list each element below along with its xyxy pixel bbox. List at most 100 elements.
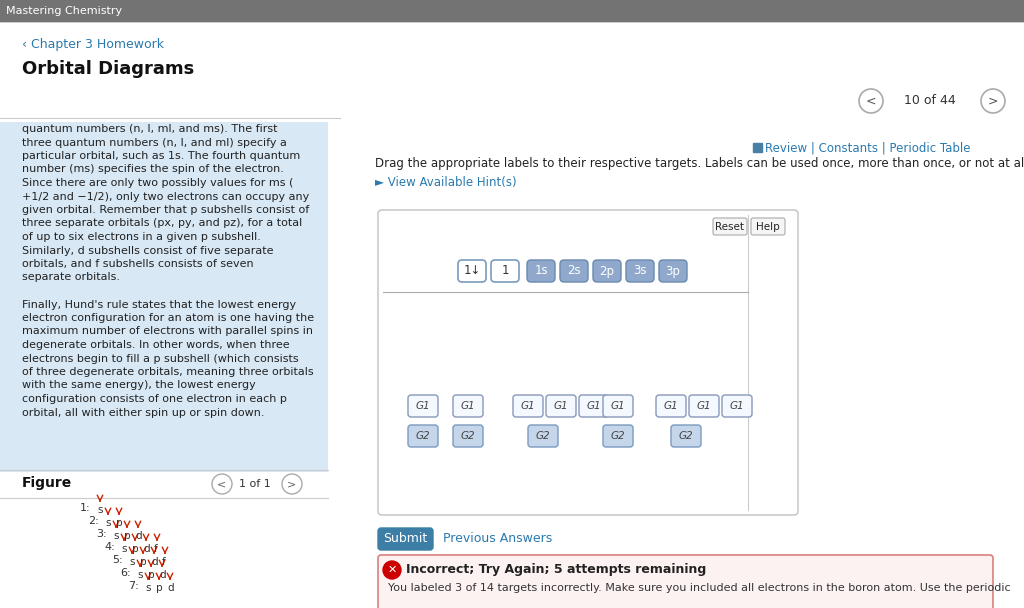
Text: ‹ Chapter 3 Homework: ‹ Chapter 3 Homework <box>22 38 164 51</box>
Text: Orbital Diagrams: Orbital Diagrams <box>22 60 195 78</box>
Text: maximum number of electrons with parallel spins in: maximum number of electrons with paralle… <box>22 326 313 336</box>
Text: 1s: 1s <box>535 264 548 277</box>
Text: G1: G1 <box>520 401 536 411</box>
Text: G2: G2 <box>610 431 626 441</box>
Text: degenerate orbitals. In other words, when three: degenerate orbitals. In other words, whe… <box>22 340 290 350</box>
Text: G1: G1 <box>664 401 678 411</box>
Text: 2:: 2: <box>88 516 98 526</box>
Text: G1: G1 <box>416 401 430 411</box>
Text: >: > <box>288 479 297 489</box>
Bar <box>0 0 1024 22</box>
FancyBboxPatch shape <box>546 395 575 417</box>
Text: with the same energy), the lowest energy: with the same energy), the lowest energy <box>22 381 256 390</box>
Text: 10 of 44: 10 of 44 <box>904 94 955 108</box>
Text: G2: G2 <box>536 431 550 441</box>
Text: Previous Answers: Previous Answers <box>443 533 552 545</box>
FancyBboxPatch shape <box>453 425 483 447</box>
FancyBboxPatch shape <box>722 395 752 417</box>
FancyBboxPatch shape <box>513 395 543 417</box>
Text: 2s: 2s <box>567 264 581 277</box>
Text: 1 of 1: 1 of 1 <box>240 479 271 489</box>
Text: d: d <box>151 557 158 567</box>
Text: particular orbital, such as 1s. The fourth quantum: particular orbital, such as 1s. The four… <box>22 151 300 161</box>
FancyBboxPatch shape <box>751 218 785 235</box>
Text: s: s <box>137 570 142 580</box>
FancyBboxPatch shape <box>378 210 798 515</box>
FancyBboxPatch shape <box>626 260 654 282</box>
Text: Drag the appropriate labels to their respective targets. Labels can be used once: Drag the appropriate labels to their res… <box>375 157 1024 170</box>
Text: 3p: 3p <box>666 264 680 277</box>
Text: 7:: 7: <box>128 581 138 591</box>
Text: <: < <box>865 94 877 108</box>
Text: s: s <box>105 518 111 528</box>
FancyBboxPatch shape <box>408 425 438 447</box>
Bar <box>753 143 762 152</box>
FancyBboxPatch shape <box>671 425 701 447</box>
Text: f: f <box>154 544 158 554</box>
Text: s: s <box>121 544 127 554</box>
Text: Incorrect; Try Again; 5 attempts remaining: Incorrect; Try Again; 5 attempts remaini… <box>406 563 707 576</box>
Text: s: s <box>97 505 102 515</box>
FancyBboxPatch shape <box>490 260 519 282</box>
Text: 1:: 1: <box>80 503 91 513</box>
Text: of three degenerate orbitals, meaning three orbitals: of three degenerate orbitals, meaning th… <box>22 367 313 377</box>
Text: d: d <box>143 544 150 554</box>
Text: given orbital. Remember that p subshells consist of: given orbital. Remember that p subshells… <box>22 205 309 215</box>
FancyBboxPatch shape <box>603 395 633 417</box>
FancyBboxPatch shape <box>378 528 433 550</box>
Text: G1: G1 <box>461 401 475 411</box>
Text: p: p <box>156 583 163 593</box>
FancyBboxPatch shape <box>579 395 609 417</box>
Text: f: f <box>162 557 166 567</box>
Text: G1: G1 <box>554 401 568 411</box>
Text: 2p: 2p <box>599 264 614 277</box>
Text: <: < <box>217 479 226 489</box>
Text: G1: G1 <box>696 401 712 411</box>
Text: p: p <box>124 531 131 541</box>
Text: 1↓: 1↓ <box>463 264 480 277</box>
Text: s: s <box>129 557 134 567</box>
Text: G1: G1 <box>730 401 744 411</box>
Text: ► View Available Hint(s): ► View Available Hint(s) <box>375 176 517 189</box>
Circle shape <box>383 561 401 579</box>
FancyBboxPatch shape <box>458 260 486 282</box>
FancyBboxPatch shape <box>528 425 558 447</box>
FancyBboxPatch shape <box>603 425 633 447</box>
Text: of up to six electrons in a given p subshell.: of up to six electrons in a given p subs… <box>22 232 261 242</box>
Text: Review | Constants | Periodic Table: Review | Constants | Periodic Table <box>765 142 971 155</box>
FancyBboxPatch shape <box>408 395 438 417</box>
Text: Similarly, d subshells consist of five separate: Similarly, d subshells consist of five s… <box>22 246 273 255</box>
Text: electrons begin to fill a p subshell (which consists: electrons begin to fill a p subshell (wh… <box>22 353 299 364</box>
Text: Submit: Submit <box>383 533 427 545</box>
FancyBboxPatch shape <box>560 260 588 282</box>
Text: G1: G1 <box>610 401 626 411</box>
Text: 3s: 3s <box>633 264 647 277</box>
FancyBboxPatch shape <box>527 260 555 282</box>
Text: d: d <box>167 583 174 593</box>
Text: Finally, Hund's rule states that the lowest energy: Finally, Hund's rule states that the low… <box>22 300 296 309</box>
Text: p: p <box>116 518 123 528</box>
Text: Since there are only two possibly values for ms (: Since there are only two possibly values… <box>22 178 293 188</box>
Text: d: d <box>159 570 166 580</box>
Text: three quantum numbers (n, l, and ml) specify a: three quantum numbers (n, l, and ml) spe… <box>22 137 287 148</box>
Text: 1: 1 <box>502 264 509 277</box>
Text: 3:: 3: <box>96 529 106 539</box>
Text: >: > <box>988 94 998 108</box>
Text: electron configuration for an atom is one having the: electron configuration for an atom is on… <box>22 313 314 323</box>
Text: 6:: 6: <box>120 568 131 578</box>
Text: separate orbitals.: separate orbitals. <box>22 272 120 283</box>
Text: You labeled 3 of 14 targets incorrectly. Make sure you included all electrons in: You labeled 3 of 14 targets incorrectly.… <box>388 583 1011 593</box>
Text: G2: G2 <box>461 431 475 441</box>
Text: 5:: 5: <box>112 555 123 565</box>
Text: Help: Help <box>756 221 780 232</box>
Text: ✕: ✕ <box>387 565 396 575</box>
FancyBboxPatch shape <box>659 260 687 282</box>
FancyBboxPatch shape <box>453 395 483 417</box>
Bar <box>0 122 328 472</box>
FancyBboxPatch shape <box>378 555 993 608</box>
FancyBboxPatch shape <box>656 395 686 417</box>
Text: d: d <box>135 531 141 541</box>
Text: 4:: 4: <box>104 542 115 552</box>
FancyBboxPatch shape <box>713 218 746 235</box>
Text: s: s <box>113 531 119 541</box>
